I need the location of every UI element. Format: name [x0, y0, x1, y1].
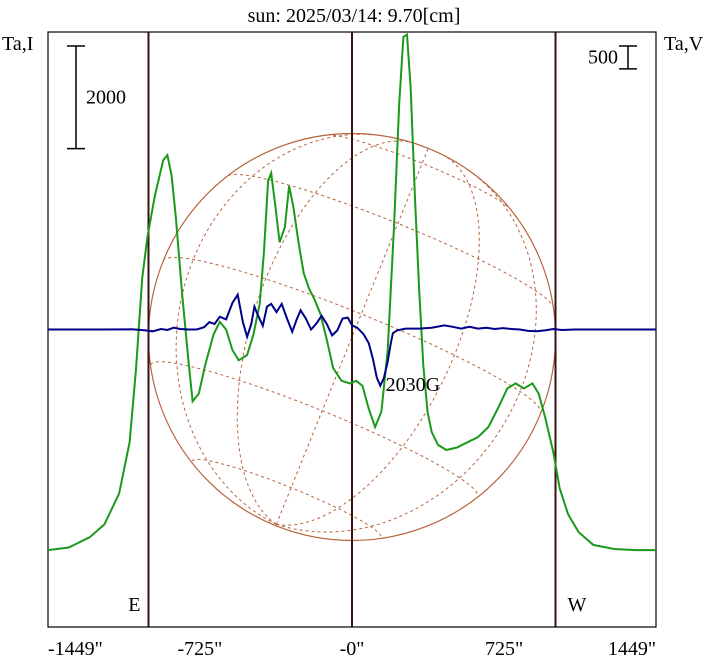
latitude-line: [162, 256, 542, 414]
left-axis-label: Ta,I: [2, 33, 33, 55]
right-scale-bar-label: 500: [588, 46, 618, 68]
latitude-line: [227, 173, 554, 308]
x-tick-labels: -1449" -725" -0" 725" 1449": [48, 638, 656, 660]
east-limb-label: E: [128, 594, 140, 616]
stokes-i-curve: [47, 32, 656, 552]
x-tick-label: -1449": [48, 638, 103, 660]
longitude-line: [276, 155, 480, 526]
x-tick-label: 1449": [608, 638, 656, 660]
latitude-line: [191, 458, 382, 538]
stokes-v-curve: [48, 292, 656, 389]
latitude-line: [327, 134, 511, 210]
x-tick-label: 725": [485, 638, 523, 660]
left-scale-bar-label: 2000: [86, 86, 126, 108]
west-limb-label: W: [568, 594, 587, 616]
chart-title: sun: 2025/03/14: 9.70[cm]: [248, 5, 461, 27]
right-axis-label: Ta,V: [664, 33, 704, 55]
x-tick-label: -0": [340, 638, 365, 660]
longitude-line: [276, 168, 537, 533]
field-strength-annotation: 2030G: [386, 374, 440, 396]
x-tick-label: -725": [177, 638, 222, 660]
scale-bars: 2000 500: [67, 45, 637, 150]
